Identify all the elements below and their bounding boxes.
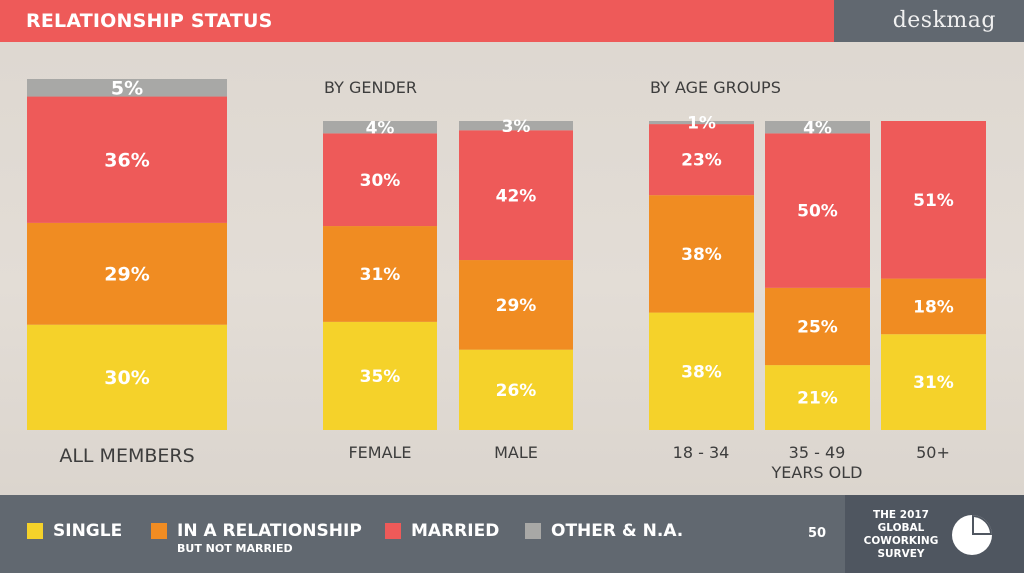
bar-segment-in-a-relationship: [459, 260, 573, 350]
data-label: 50%: [797, 202, 838, 222]
data-label: 29%: [496, 296, 537, 316]
survey-line: GLOBAL: [877, 522, 925, 534]
data-label: 38%: [681, 245, 722, 265]
data-label: 30%: [104, 367, 149, 389]
legend-sublabel-relationship: BUT NOT MARRIED: [177, 542, 293, 555]
legend-label-relationship: IN A RELATIONSHIP: [177, 521, 362, 541]
data-label: 25%: [797, 318, 838, 338]
legend-swatch-single: [27, 523, 43, 539]
page-title: RELATIONSHIP STATUS: [26, 10, 273, 32]
bar-segment-single: [881, 334, 986, 430]
header-title-band: RELATIONSHIP STATUS: [0, 0, 834, 42]
data-label: 30%: [360, 171, 401, 191]
data-label: 42%: [496, 186, 537, 206]
data-label: 3%: [502, 117, 531, 137]
pie-chart-icon: [952, 515, 992, 555]
bar-segment-married: [323, 133, 437, 227]
bar-segment-in-a-relationship: [649, 195, 754, 313]
category-label: ALL MEMBERS: [59, 445, 194, 467]
survey-badge: [845, 495, 1024, 573]
header-bar: RELATIONSHIP STATUS deskmag: [0, 0, 1024, 42]
bar-segment-single: [649, 312, 754, 430]
survey-title: THE 2017 GLOBAL COWORKING SURVEY: [858, 509, 944, 561]
survey-line: COWORKING: [863, 535, 939, 547]
data-label: 51%: [913, 191, 954, 211]
data-label: 31%: [360, 265, 401, 285]
data-label: 1%: [687, 114, 716, 134]
footer-bar: SINGLE IN A RELATIONSHIP BUT NOT MARRIED…: [0, 495, 1024, 573]
survey-line: THE 2017: [872, 509, 929, 521]
group-title: BY GENDER: [324, 78, 417, 97]
data-label: 4%: [366, 118, 395, 138]
data-label: 18%: [913, 298, 954, 318]
data-label: 38%: [681, 362, 722, 382]
legend-swatch-married: [385, 523, 401, 539]
data-label: 21%: [797, 389, 838, 409]
bar-segment-single: [765, 365, 870, 430]
bar-segment-in-a-relationship: [765, 287, 870, 366]
data-label: 26%: [496, 381, 537, 401]
category-label: 50+: [916, 443, 950, 462]
data-label: 5%: [111, 78, 143, 100]
data-label: 36%: [104, 150, 149, 172]
bar-segment-other-n-a-: [459, 121, 573, 131]
data-label: 35%: [360, 367, 401, 387]
category-label: 18 - 34: [673, 443, 730, 462]
bar-segment-single: [27, 324, 227, 430]
bar-segment-in-a-relationship: [323, 226, 437, 322]
category-label: MALE: [494, 443, 538, 462]
bar-segment-in-a-relationship: [27, 222, 227, 325]
data-label: 23%: [681, 151, 722, 171]
category-label: 35 - 49: [789, 443, 846, 462]
legend-swatch-other: [525, 523, 541, 539]
page-number: 50: [808, 526, 827, 541]
age-group-sublabel: YEARS OLD: [770, 463, 862, 482]
bar-segment-in-a-relationship: [881, 278, 986, 335]
legend-label-married: MARRIED: [411, 521, 500, 541]
bar-segment-other-n-a-: [765, 121, 870, 134]
bar-segment-other-n-a-: [323, 121, 437, 134]
bar-segment-other-n-a-: [27, 79, 227, 97]
bar-segment-married: [27, 96, 227, 223]
bar-segment-single: [323, 321, 437, 430]
legend-swatch-relationship: [151, 523, 167, 539]
category-label: FEMALE: [348, 443, 411, 462]
data-label: 29%: [104, 264, 149, 286]
survey-line: SURVEY: [877, 548, 925, 560]
bar-segment-married: [459, 130, 573, 261]
stacked-bar-chart: 30% 29% 36% 5% 35% 31% 30% 4% 26% 29% 42% 3% 38% 38% 2…: [27, 78, 986, 482]
brand-band: deskmag: [834, 0, 1024, 42]
brand-logo: deskmag: [892, 8, 996, 33]
bar-segment-married: [765, 133, 870, 288]
bar-segment-married: [881, 121, 986, 279]
data-label: 4%: [803, 118, 832, 138]
group-title: BY AGE GROUPS: [650, 78, 781, 97]
bar-segment-single: [459, 349, 573, 430]
data-label: 31%: [913, 373, 954, 393]
legend-label-other: OTHER & N.A.: [551, 521, 684, 541]
bar-segment-married: [649, 124, 754, 196]
bar-segment-other-n-a-: [649, 121, 754, 125]
legend-label-single: SINGLE: [53, 521, 123, 541]
